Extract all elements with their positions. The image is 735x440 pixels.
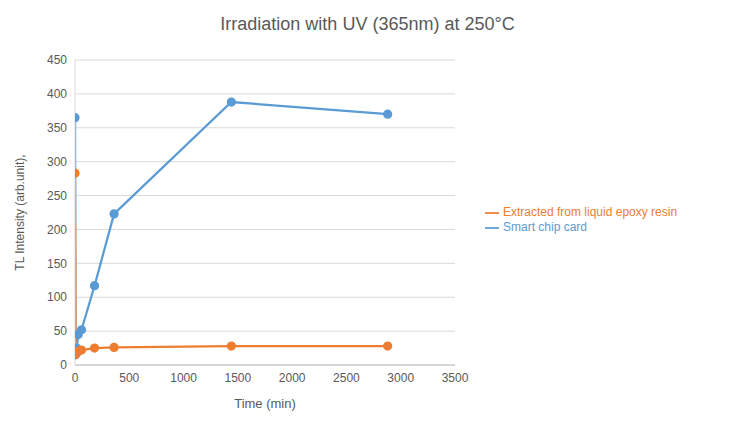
- svg-text:3500: 3500: [442, 371, 469, 385]
- svg-text:300: 300: [47, 155, 67, 169]
- svg-text:100: 100: [47, 290, 67, 304]
- svg-text:2000: 2000: [279, 371, 306, 385]
- svg-text:350: 350: [47, 121, 67, 135]
- svg-text:200: 200: [47, 223, 67, 237]
- html-text:Irradiation with UV (365nm) at: Irradiation with UV (365nm) at 250°C: [220, 14, 515, 34]
- svg-text:Time (min): Time (min): [234, 396, 296, 411]
- svg-text:400: 400: [47, 87, 67, 101]
- svg-text:2500: 2500: [333, 371, 360, 385]
- svg-text:150: 150: [47, 257, 67, 271]
- svg-text:0: 0: [72, 371, 79, 385]
- html-text:Extracted from liquid epoxy re: Extracted from liquid epoxy resin: [503, 205, 678, 220]
- svg-text:450: 450: [47, 53, 67, 67]
- svg-text:50: 50: [54, 324, 68, 338]
- svg-text:3000: 3000: [387, 371, 414, 385]
- svg-text:250: 250: [47, 189, 67, 203]
- svg-text:500: 500: [119, 371, 139, 385]
- svg-text:1500: 1500: [225, 371, 252, 385]
- svg-text:1000: 1000: [170, 371, 197, 385]
- html-text:Smart chip card: Smart chip card: [503, 220, 587, 234]
- svg-text:TL Intensity (arb.unit),: TL Intensity (arb.unit),: [13, 154, 27, 270]
- svg-text:0: 0: [60, 358, 67, 372]
